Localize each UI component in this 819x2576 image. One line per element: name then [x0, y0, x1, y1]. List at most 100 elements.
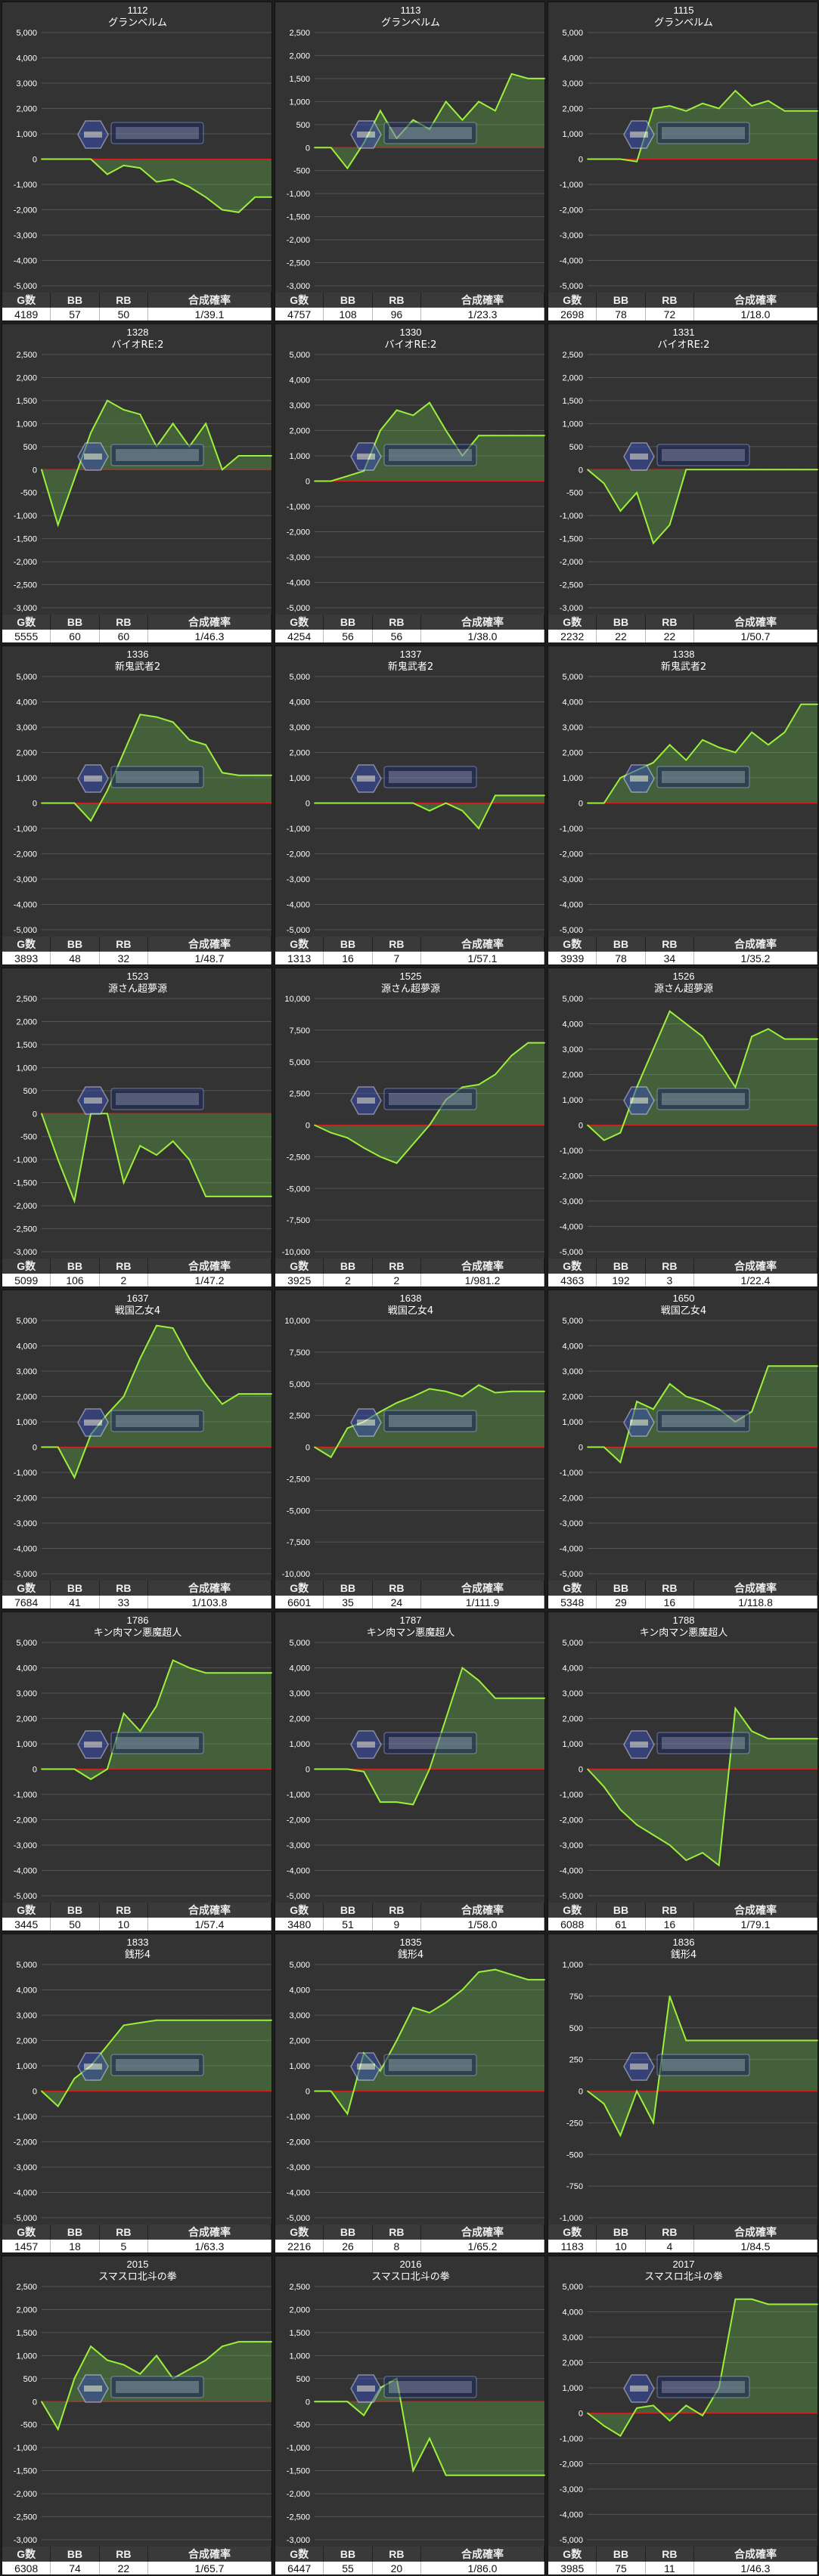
y-tick-label: -2,000	[14, 1202, 37, 1211]
data-point	[478, 1680, 479, 1682]
watermark-logo	[623, 2052, 750, 2081]
value-prob: 1/84.5	[693, 2240, 817, 2252]
y-tick-label: -2,000	[560, 1494, 583, 1503]
stats-table: G数 BB RB 合成確率 4363 192 3 1/22.4	[548, 1259, 817, 1286]
value-rb: 8	[372, 2240, 422, 2252]
y-tick-label: -5,000	[560, 1892, 583, 1901]
header-prob: 合成確率	[147, 615, 271, 630]
header-bb: BB	[50, 1903, 100, 1918]
data-point	[222, 1672, 223, 1674]
data-point	[156, 1154, 157, 1156]
chart-panel-1328: 1328 バイオRE:2 2,500 2,000 1,500 1,000 500 0 -500 -…	[2, 324, 272, 643]
header-prob: 合成確率	[147, 1259, 271, 1274]
value-games: 7684	[2, 1596, 51, 1608]
data-point	[653, 2404, 654, 2407]
value-games: 4363	[548, 1274, 597, 1286]
data-point	[718, 2039, 720, 2042]
y-tick-label: -1,000	[560, 2435, 583, 2444]
value-prob: 1/103.8	[147, 1596, 271, 1608]
y-tick-label: -2,000	[287, 850, 310, 859]
data-point	[205, 1672, 206, 1674]
data-point	[669, 105, 671, 107]
y-tick-label: -3,000	[14, 1841, 37, 1850]
y-tick-label: -3,000	[14, 231, 37, 240]
header-prob: 合成確率	[693, 937, 817, 952]
y-tick-label: -4,000	[14, 901, 37, 910]
stats-table: G数 BB RB 合成確率 2232 22 22 1/50.7	[548, 615, 817, 642]
stats-header-row: G数 BB RB 合成確率	[275, 615, 544, 630]
data-point	[314, 1124, 315, 1126]
data-point	[768, 1028, 769, 1030]
logo-plate	[383, 1410, 477, 1432]
data-point	[587, 469, 588, 471]
machine-model: スマスロ北斗の拳	[644, 2271, 723, 2283]
logo-bar	[357, 776, 375, 782]
data-point	[669, 744, 671, 746]
data-point	[544, 2474, 545, 2476]
data-point	[734, 2298, 737, 2300]
y-tick-label: -4,000	[560, 1223, 583, 1232]
data-point	[510, 794, 513, 797]
stats-header-row: G数 BB RB 合成確率	[275, 1259, 544, 1274]
data-point	[751, 1036, 752, 1038]
y-tick-label: 5,000	[289, 1058, 310, 1067]
y-tick-label: -1,500	[14, 1179, 37, 1188]
logo-lettering	[116, 449, 199, 461]
value-games: 5099	[2, 1274, 51, 1286]
y-tick-label: -1,000	[14, 1156, 37, 1165]
data-point	[783, 469, 786, 471]
header-games: G数	[2, 2547, 51, 2562]
data-point	[412, 2007, 414, 2008]
y-tick-label: -2,000	[560, 206, 583, 215]
header-games: G数	[2, 293, 51, 308]
y-tick-label: 3,000	[562, 723, 583, 732]
chart-panel-1833: 1833 銭形4 5,000 4,000 3,000 2,000 1,000 0 -1,000 -…	[2, 1934, 272, 2253]
area-fill	[588, 2299, 817, 2436]
area-fill	[315, 1969, 544, 2114]
data-point	[685, 1859, 687, 1861]
machine-number: 1115	[674, 5, 694, 16]
y-tick-label: -4,000	[560, 901, 583, 910]
machine-number: 1835	[400, 1937, 422, 1948]
data-point	[73, 478, 76, 480]
data-point	[123, 1181, 125, 1184]
value-rb: 32	[99, 952, 149, 964]
value-bb: 18	[50, 2240, 100, 2252]
logo-plate	[110, 444, 204, 466]
y-tick-label: -2,000	[560, 850, 583, 859]
data-point	[73, 2077, 76, 2079]
y-tick-label: 2,000	[289, 749, 310, 758]
header-rb: RB	[645, 293, 695, 308]
data-point	[188, 2368, 191, 2370]
chart-panel-1786: 1786 キン肉マン悪魔超人 5,000 4,000 3,000 2,000 1,000 0 -…	[2, 1612, 272, 1931]
y-tick-label: 4,000	[289, 1664, 310, 1673]
data-point	[669, 1995, 671, 1997]
value-games: 3939	[548, 952, 597, 964]
data-point	[718, 469, 720, 471]
y-tick-label: -3,000	[560, 604, 583, 613]
data-point	[57, 524, 59, 526]
y-tick-label: 500	[296, 2375, 310, 2384]
y-tick-label: -3,000	[560, 875, 583, 884]
value-rb: 96	[372, 308, 422, 320]
y-tick-label: 1,000	[16, 1064, 37, 1073]
y-tick-label: 7,500	[289, 1026, 310, 1036]
logo-lettering	[662, 1737, 745, 1749]
header-games: G数	[275, 2225, 324, 2240]
y-tick-label: 3,000	[562, 2333, 583, 2342]
y-tick-label: -2,500	[287, 1153, 310, 1162]
logo-lettering	[116, 1093, 199, 1105]
data-point	[205, 1196, 206, 1197]
value-games: 3985	[548, 2562, 597, 2574]
data-point	[669, 1844, 671, 1846]
logo-lettering	[662, 1093, 745, 1105]
machine-model: バイオRE:2	[112, 339, 164, 351]
data-point	[751, 731, 752, 733]
stats-value-row: 7684 41 33 1/103.8	[2, 1596, 271, 1608]
value-rb: 5	[99, 2240, 149, 2252]
